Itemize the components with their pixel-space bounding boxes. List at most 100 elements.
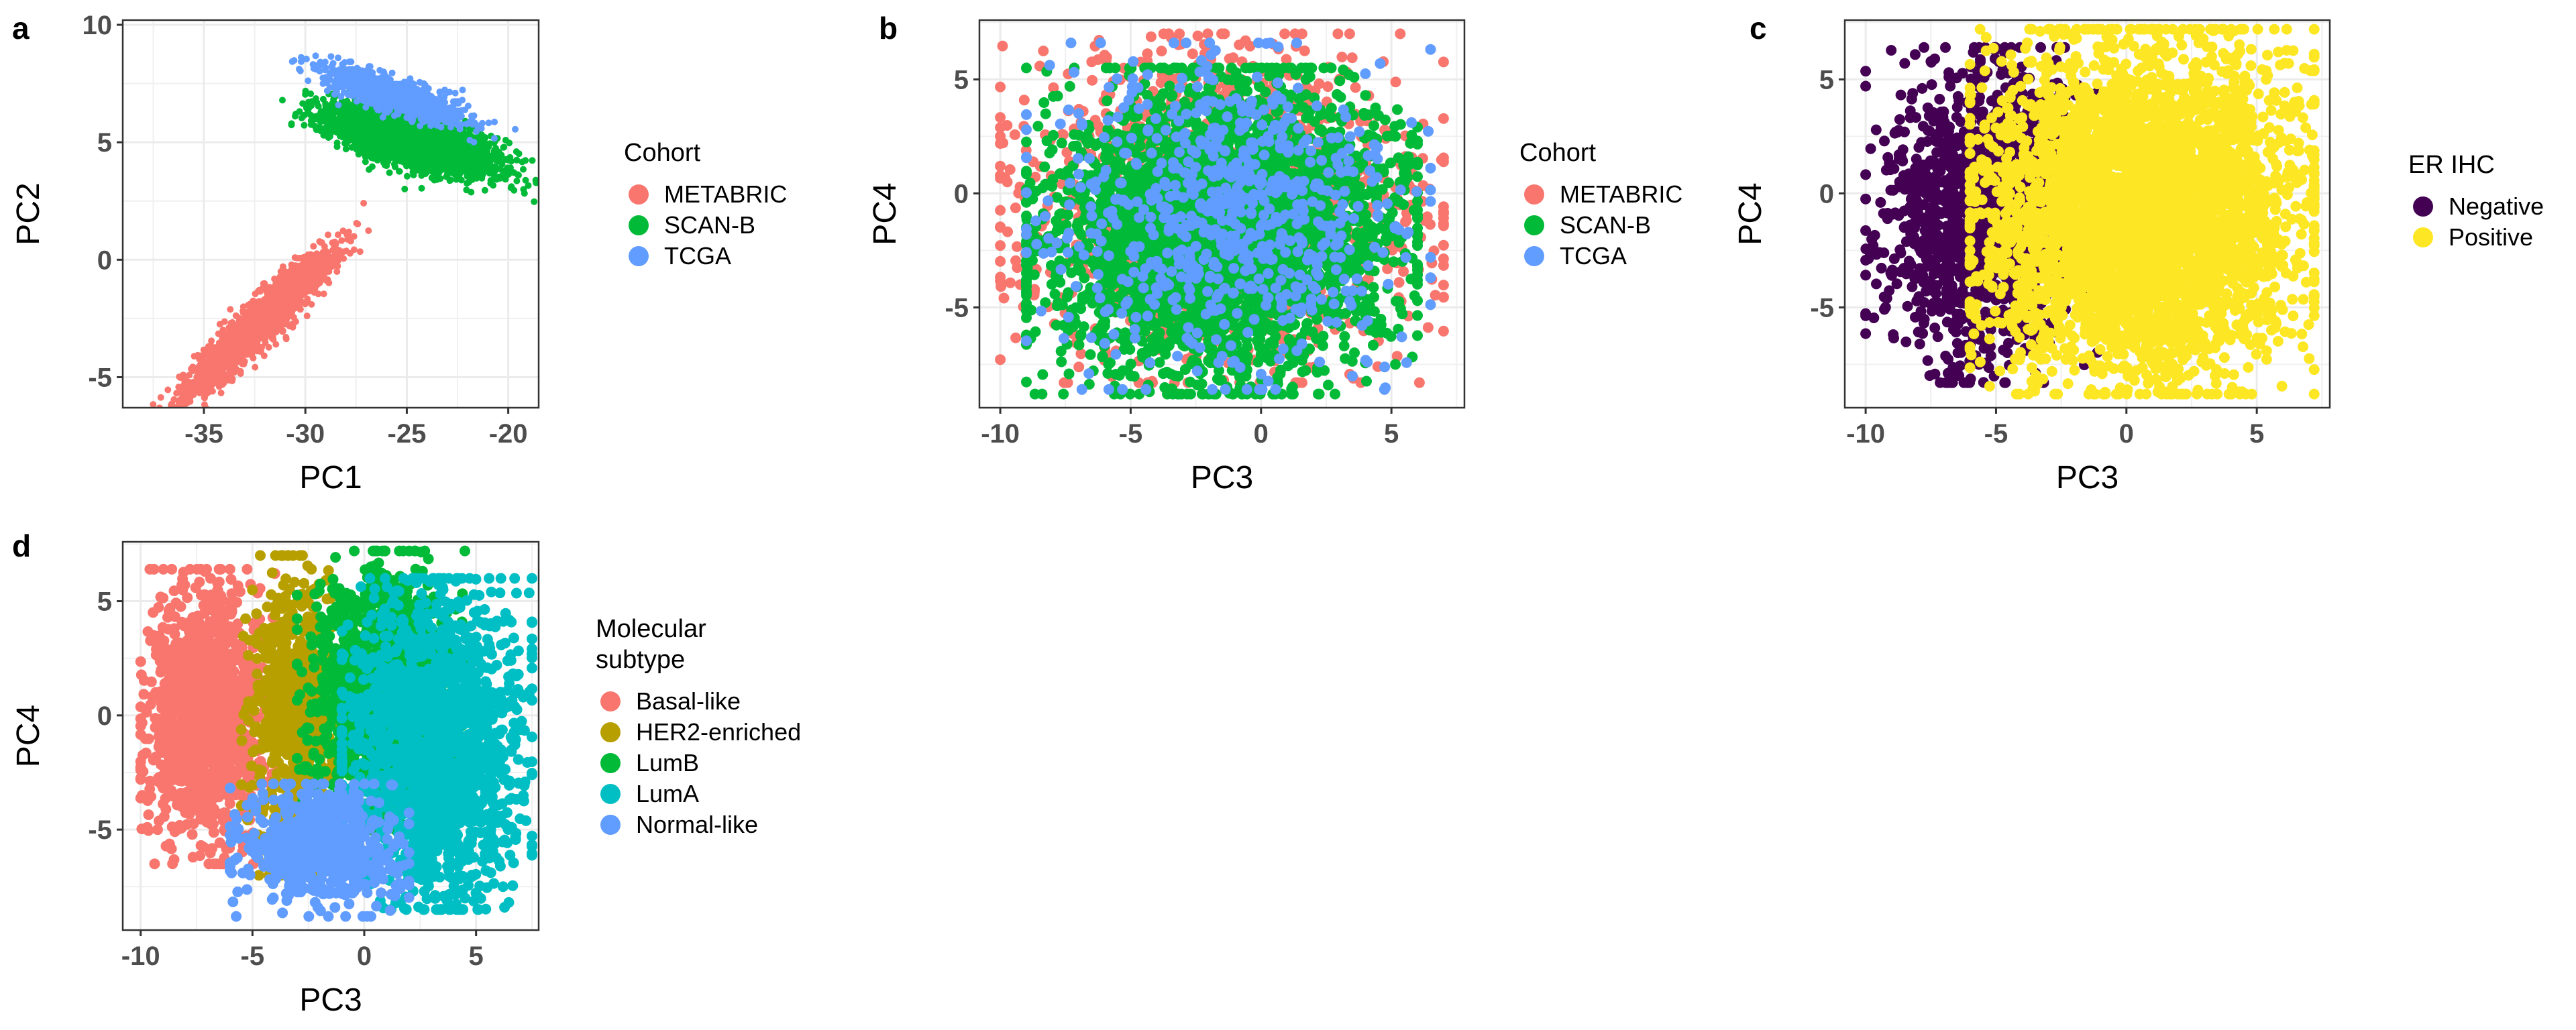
data-point (347, 237, 354, 245)
data-point (305, 251, 312, 258)
data-point (356, 116, 364, 123)
data-point (300, 268, 307, 274)
data-point (302, 275, 309, 282)
data-point (362, 153, 369, 160)
data-point (473, 174, 480, 182)
data-point (304, 295, 311, 302)
data-point (174, 402, 182, 408)
data-point (415, 134, 421, 141)
data-point (308, 259, 315, 266)
data-point (173, 426, 180, 433)
data-point (481, 186, 488, 194)
data-point (521, 190, 528, 197)
data-point (254, 335, 260, 343)
data-point (284, 302, 292, 309)
data-point (239, 303, 247, 310)
data-point (386, 119, 394, 126)
data-point (531, 198, 538, 205)
data-point (229, 378, 235, 384)
data-point (231, 356, 238, 363)
data-point (360, 200, 368, 207)
data-point (237, 317, 245, 324)
data-point (411, 148, 419, 155)
data-point (346, 249, 354, 257)
data-point (157, 394, 164, 401)
data-point (203, 390, 210, 398)
data-point (292, 296, 300, 303)
data-point (254, 347, 261, 355)
data-point (189, 367, 197, 375)
data-point (362, 118, 370, 125)
data-point (308, 300, 315, 308)
data-point (290, 286, 297, 293)
data-point (217, 351, 225, 359)
data-point (410, 172, 417, 178)
data-point (370, 135, 377, 143)
data-point (256, 288, 264, 295)
data-point (145, 415, 152, 422)
data-point (252, 310, 260, 317)
data-point (453, 162, 460, 169)
data-point (405, 148, 413, 155)
data-point (485, 119, 492, 127)
data-point (261, 335, 268, 342)
data-point (319, 95, 327, 103)
data-point (225, 348, 232, 355)
data-point (332, 240, 339, 247)
data-point (504, 171, 511, 178)
data-point (302, 261, 309, 268)
data-point (216, 321, 223, 328)
data-point (258, 302, 266, 310)
data-point (330, 127, 337, 134)
data-point (316, 252, 323, 260)
data-point (265, 321, 272, 329)
data-point (221, 373, 228, 380)
data-point (272, 341, 280, 348)
data-point (431, 172, 438, 179)
data-point (252, 363, 259, 371)
data-point (168, 408, 174, 414)
data-point (337, 109, 344, 117)
data-point (339, 248, 347, 255)
data-point (164, 412, 171, 419)
data-point (334, 258, 341, 264)
data-point (164, 386, 172, 394)
data-point (371, 128, 378, 135)
data-point (395, 139, 402, 146)
data-point (322, 130, 329, 137)
data-point (303, 312, 311, 320)
data-point (321, 243, 328, 250)
data-point (170, 396, 178, 403)
data-point (199, 357, 206, 364)
data-point (342, 146, 350, 153)
data-point (255, 330, 262, 337)
data-point (366, 166, 373, 173)
data-point (316, 238, 323, 245)
data-point (376, 139, 384, 147)
data-point (276, 273, 284, 280)
data-point (473, 162, 480, 169)
data-point (394, 126, 402, 133)
data-point (456, 137, 464, 145)
data-point (219, 381, 226, 388)
data-point (343, 121, 350, 129)
data-point (464, 180, 471, 187)
data-point (329, 246, 337, 253)
data-point (251, 317, 258, 323)
data-point (205, 361, 212, 369)
data-point (532, 176, 539, 184)
data-point (320, 290, 327, 298)
series-metabric (145, 200, 372, 433)
data-point (247, 337, 254, 345)
data-point (315, 271, 323, 278)
data-point (481, 140, 488, 148)
data-point (380, 159, 387, 166)
data-point (292, 111, 299, 117)
data-point (498, 166, 504, 173)
data-point (529, 157, 536, 164)
data-point (279, 292, 286, 299)
data-point (208, 367, 215, 374)
data-point (365, 227, 372, 234)
data-point (176, 409, 182, 416)
